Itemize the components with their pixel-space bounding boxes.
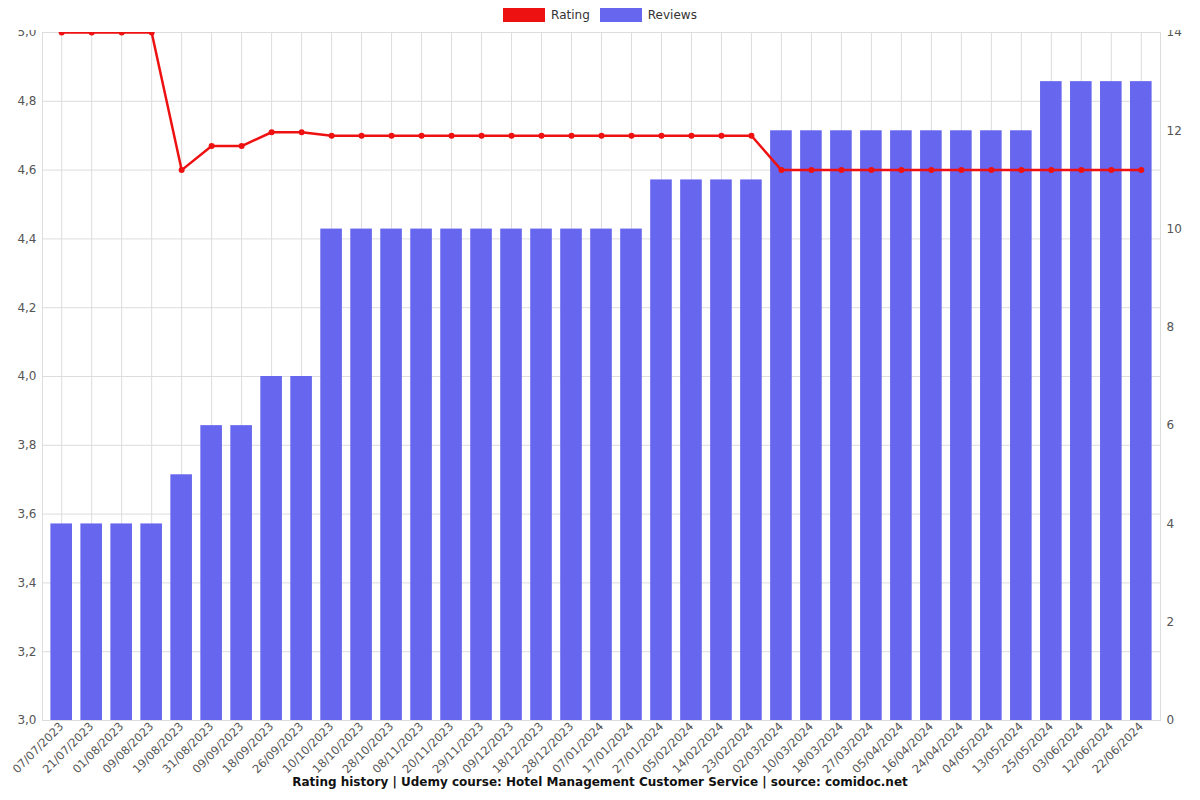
svg-text:5,0: 5,0 (17, 30, 36, 39)
svg-text:3,4: 3,4 (17, 576, 36, 590)
svg-text:4: 4 (1167, 517, 1175, 531)
svg-text:2: 2 (1167, 615, 1175, 629)
html-text:Reviews: Reviews (647, 8, 697, 22)
svg-text:14: 14 (1167, 30, 1182, 39)
svg-text:12: 12 (1167, 124, 1182, 138)
html-text:Rating: Rating (551, 8, 590, 22)
svg-text:10: 10 (1167, 222, 1182, 236)
svg-text:3,0: 3,0 (17, 713, 36, 727)
svg-text:4,0: 4,0 (17, 369, 36, 383)
svg-text:22/06/2024: 22/06/2024 (1089, 719, 1146, 775)
svg-text:6: 6 (1167, 418, 1175, 432)
svg-text:3,6: 3,6 (17, 507, 36, 521)
svg-text:4,8: 4,8 (17, 94, 36, 108)
svg-text:3,8: 3,8 (17, 438, 36, 452)
svg-text:4,2: 4,2 (17, 301, 36, 315)
svg-text:4,4: 4,4 (17, 232, 36, 246)
svg-text:8: 8 (1167, 320, 1175, 334)
svg-text:3,2: 3,2 (17, 645, 36, 659)
svg-text:4,6: 4,6 (17, 163, 36, 177)
html-text:Rating history | Udemy course:: Rating history | Udemy course: Hotel Man… (292, 775, 908, 789)
svg-text:0: 0 (1167, 713, 1175, 727)
